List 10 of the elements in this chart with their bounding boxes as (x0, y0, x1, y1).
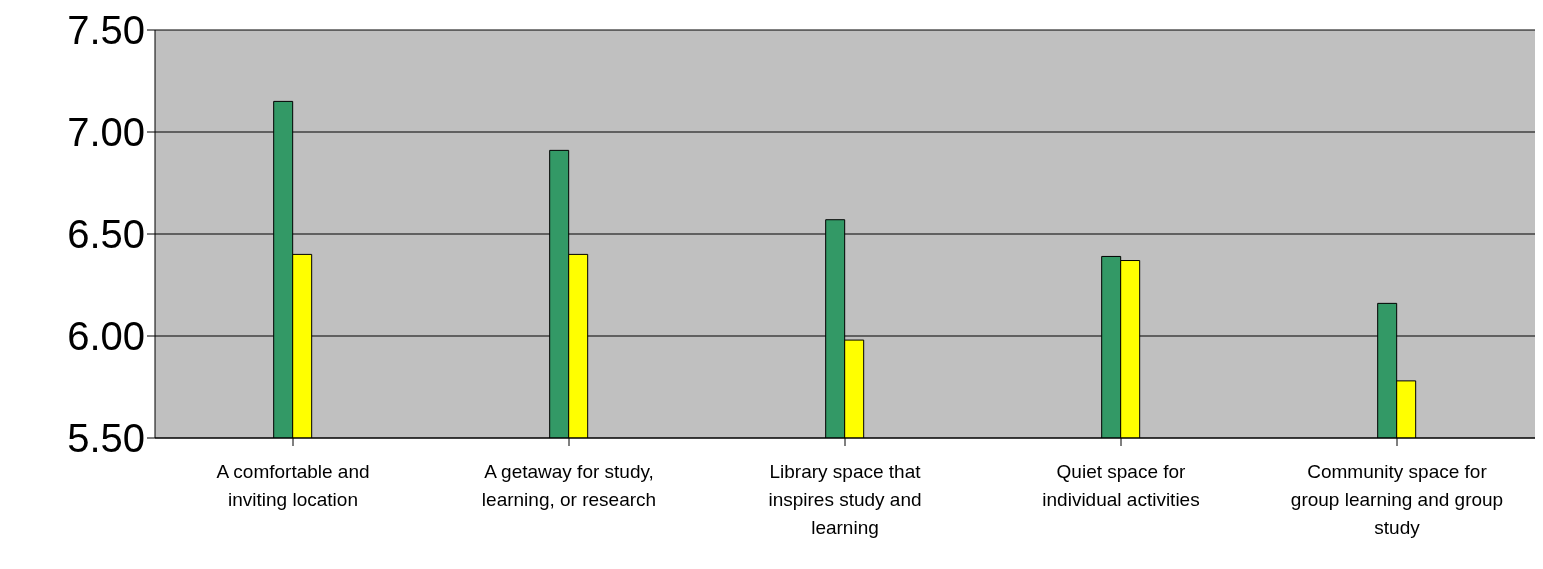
y-tick-label: 5.50 (67, 416, 145, 461)
y-tick-label: 7.50 (67, 8, 145, 53)
x-tick-label: A comfortable and inviting location (216, 461, 370, 510)
x-tick-label: Community space for group learning and group study (1290, 461, 1504, 538)
x-tick-label: Library space that inspires study and learning (768, 461, 922, 538)
y-tick-label: 7.00 (67, 110, 145, 155)
y-tick-label: 6.00 (67, 314, 145, 359)
x-tick-label: Quiet space for individual activities (1042, 461, 1200, 510)
y-tick-label: 6.50 (67, 212, 145, 257)
x-tick-label: A getaway for study, learning, or research (481, 461, 657, 510)
